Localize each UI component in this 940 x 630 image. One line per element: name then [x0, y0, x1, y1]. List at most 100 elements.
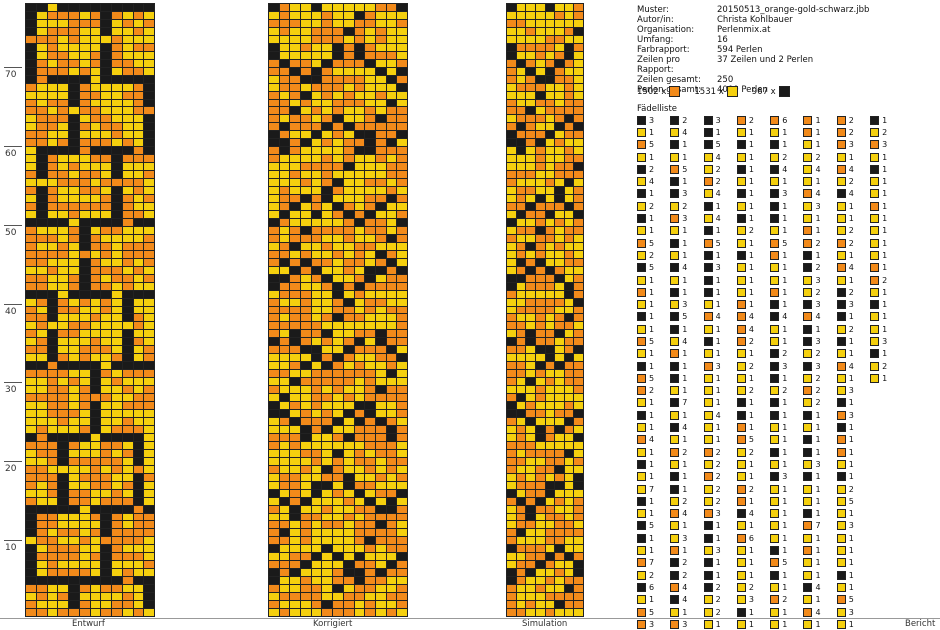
bead-count: 1: [815, 115, 821, 125]
threading-item: 1: [770, 581, 803, 593]
threading-item: 2: [670, 114, 703, 126]
threading-item: 1: [770, 606, 803, 618]
threading-item: 1: [770, 483, 803, 495]
threading-item: 1: [870, 286, 903, 298]
bead-swatch: [637, 324, 646, 334]
threading-item: 2: [703, 163, 737, 175]
tab-design[interactable]: Entwurf: [72, 619, 105, 629]
bead-count: 1: [682, 275, 688, 285]
threading-item: 1: [670, 175, 703, 187]
bead-count: 1: [649, 595, 655, 605]
bead-count: 4: [715, 410, 721, 420]
bead-swatch: [870, 115, 880, 125]
design-grid[interactable]: [25, 3, 155, 617]
color-swatch[interactable]: [778, 86, 790, 97]
bead-count: 1: [748, 410, 754, 420]
bead-swatch: [736, 410, 746, 420]
bead-swatch: [836, 496, 846, 506]
bead-swatch: [703, 361, 713, 371]
bead-swatch: [770, 287, 780, 297]
threading-item: 3: [870, 139, 903, 151]
threading-item: 1: [736, 471, 770, 483]
bead-count: 1: [748, 275, 754, 285]
bead-swatch: [703, 546, 713, 556]
threading-item: 1: [836, 421, 870, 433]
threading-item: 4: [736, 508, 770, 520]
threading-item: 1: [703, 569, 737, 581]
bead-count: 2: [649, 570, 655, 580]
threading-item: 1: [770, 434, 803, 446]
bead-swatch: [736, 472, 746, 482]
bead-swatch: [670, 349, 680, 359]
threading-item: 1: [770, 446, 803, 458]
info-row: Muster: 20150513_orange-gold-schwarz.jbb: [637, 5, 869, 15]
threading-item: 1: [736, 237, 770, 249]
color-swatch[interactable]: [669, 86, 681, 97]
bead-swatch: [703, 275, 713, 285]
bead-count: 5: [649, 373, 655, 383]
ruler-label: 20: [5, 464, 17, 474]
threading-item: 1: [836, 471, 870, 483]
bead-swatch: [637, 250, 646, 260]
bead-swatch: [803, 336, 813, 346]
bead-swatch: [670, 275, 680, 285]
info-row: Organisation: Perlenmix.at: [637, 25, 869, 35]
bead-swatch: [803, 226, 813, 236]
bead-count: 1: [649, 152, 655, 162]
bead-count: 1: [715, 250, 721, 260]
bead-count: 1: [782, 447, 788, 457]
bead-count: 2: [882, 361, 888, 371]
bead-swatch: [703, 300, 713, 310]
bead-count: 3: [782, 472, 788, 482]
threading-item: 1: [836, 446, 870, 458]
threading-item: 1: [736, 249, 770, 261]
bead-count: 1: [748, 570, 754, 580]
threading-item: 1: [637, 594, 670, 606]
threading-item: 4: [670, 581, 703, 593]
bead-count: 2: [715, 472, 721, 482]
tab-report[interactable]: Bericht: [905, 619, 936, 629]
tab-simulation[interactable]: Simulation: [522, 619, 568, 629]
bead-count: 1: [782, 509, 788, 519]
bead-count: 6: [748, 533, 754, 543]
threading-item: 1: [803, 569, 836, 581]
simulation-grid[interactable]: [506, 3, 584, 617]
bead-count: 1: [748, 459, 754, 469]
threading-item: 4: [803, 606, 836, 618]
threading-item: 4: [836, 360, 870, 372]
bead-swatch: [736, 484, 746, 494]
bead-swatch: [870, 373, 880, 383]
bead-count: 1: [682, 410, 688, 420]
bead-count: 1: [815, 570, 821, 580]
tab-corrected[interactable]: Korrigiert: [313, 619, 353, 629]
bead-swatch: [836, 287, 846, 297]
bead-swatch: [637, 226, 646, 236]
bead-swatch: [736, 521, 746, 531]
bead-swatch: [637, 398, 646, 408]
bead-count: 1: [882, 349, 888, 359]
bead-count: 1: [649, 349, 655, 359]
color-counts: 1502 x 1531 x 967 x: [637, 86, 804, 97]
bead-count: 1: [848, 509, 854, 519]
bead-swatch: [703, 521, 713, 531]
bead-swatch: [836, 509, 846, 519]
threading-item: 2: [637, 385, 670, 397]
bead-swatch: [637, 558, 646, 568]
threading-item: 1: [637, 188, 670, 200]
bead-swatch: [736, 619, 746, 629]
color-swatch[interactable]: [726, 86, 738, 97]
threading-column: 3 1 5 1 2 4 1 2 1 1 5 2 5 1 1 1 1 1 5 1 1 5 2 1 1 1 4 1 1 1 7 1 1 5 1 1 7 2 6 1…: [637, 114, 670, 630]
bead-swatch: [670, 177, 680, 187]
bead-swatch: [836, 140, 846, 150]
bead-count: 3: [815, 275, 821, 285]
bead-swatch: [703, 607, 713, 617]
bead-count: 1: [882, 164, 888, 174]
bead-swatch: [736, 582, 746, 592]
bead-swatch: [870, 152, 880, 162]
bead-swatch: [637, 472, 646, 482]
bead-swatch: [836, 435, 846, 445]
bead-count: 4: [815, 607, 821, 617]
info-value: 16: [717, 35, 728, 45]
bead-count: 4: [815, 164, 821, 174]
corrected-grid[interactable]: [268, 3, 408, 617]
